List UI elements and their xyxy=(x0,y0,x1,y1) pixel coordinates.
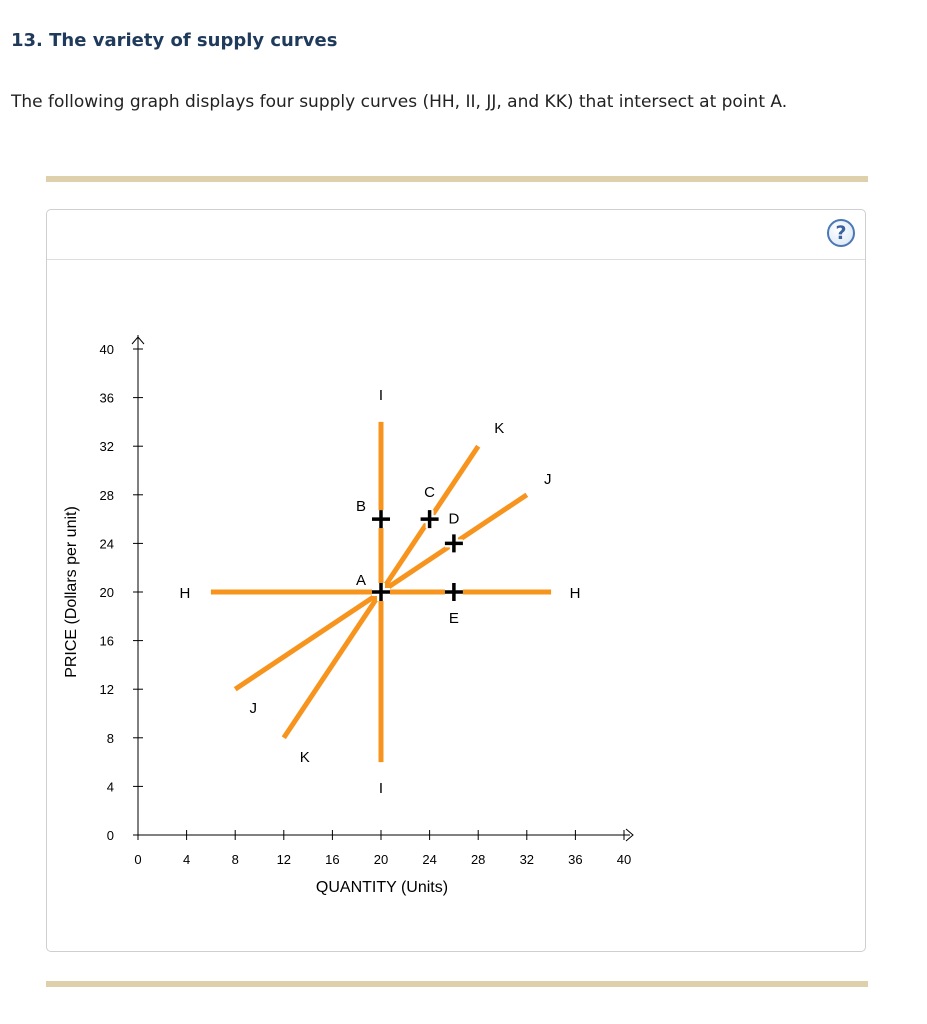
question-text: The following graph displays four supply… xyxy=(11,92,788,112)
bottom-divider xyxy=(46,981,868,987)
top-divider xyxy=(46,176,868,182)
x-tick-label: 40 xyxy=(617,852,631,867)
y-tick-label: 24 xyxy=(100,536,114,551)
graph-panel: ? xyxy=(46,209,866,952)
point-marker-a xyxy=(372,583,390,601)
curve-label-kk-start: K xyxy=(300,749,310,766)
point-label-d: D xyxy=(448,510,459,527)
x-axis-title: QUANTITY (Units) xyxy=(316,879,448,896)
y-tick-label: 8 xyxy=(107,731,114,746)
point-label-e: E xyxy=(449,610,459,627)
curve-label-ii-start: I xyxy=(379,780,383,797)
y-tick-label: 32 xyxy=(100,439,114,454)
point-marker-d xyxy=(444,534,463,553)
x-tick-label: 16 xyxy=(325,852,339,867)
x-tick-label: 36 xyxy=(568,852,582,867)
point-label-c: C xyxy=(424,484,435,501)
y-tick-label: 36 xyxy=(100,391,114,406)
x-tick-label: 32 xyxy=(520,852,534,867)
question-mark-icon: ? xyxy=(835,222,847,244)
x-tick-label: 20 xyxy=(374,852,388,867)
y-tick-label: 12 xyxy=(100,682,114,697)
panel-header: ? xyxy=(47,210,865,260)
y-axis-arrow-icon xyxy=(131,336,145,345)
x-tick-label: 24 xyxy=(422,852,436,867)
y-tick-label: 16 xyxy=(100,634,114,649)
curve-label-kk-end: K xyxy=(494,420,504,437)
x-tick-label: 12 xyxy=(277,852,291,867)
x-tick-label: 28 xyxy=(471,852,485,867)
y-tick-label: 0 xyxy=(107,828,114,843)
y-tick-label: 20 xyxy=(100,585,114,600)
x-tick-label: 4 xyxy=(183,852,190,867)
x-axis-arrow-icon xyxy=(625,828,634,842)
help-button[interactable]: ? xyxy=(827,219,855,247)
curve-label-jj-end: J xyxy=(544,471,552,488)
y-tick-label: 28 xyxy=(100,488,114,503)
x-tick-label: 8 xyxy=(232,852,239,867)
question-title: 13. The variety of supply curves xyxy=(11,30,338,51)
point-marker-e xyxy=(444,583,463,601)
point-marker-b xyxy=(372,510,390,529)
y-axis-title: PRICE (Dollars per unit) xyxy=(63,506,80,678)
y-tick-label: 40 xyxy=(100,342,114,357)
curve-label-ii-end: I xyxy=(379,387,383,404)
curve-label-jj-start: J xyxy=(249,700,257,717)
x-tick-label: 0 xyxy=(134,852,141,867)
point-label-b: B xyxy=(356,498,366,515)
point-label-a: A xyxy=(356,572,366,589)
curve-label-hh-end: H xyxy=(570,585,581,602)
y-tick-label: 4 xyxy=(107,779,114,794)
curve-label-hh-start: H xyxy=(179,585,190,602)
point-marker-c xyxy=(420,510,439,529)
